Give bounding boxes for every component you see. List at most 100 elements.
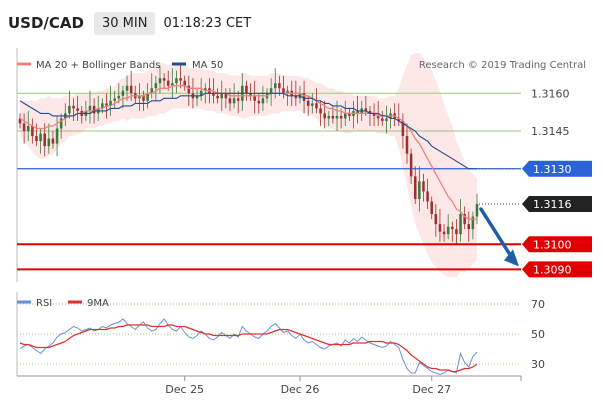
candle-body [315,103,318,109]
candle-body [199,90,203,96]
candle-body [51,138,55,144]
candle-body [76,108,79,111]
rsi-9ma-line [19,324,478,373]
candle-body [171,83,174,86]
timestamp-label: 01:18:23 CET [163,15,252,31]
candle-body [430,201,433,215]
moving-averages [19,85,477,220]
candle-body [455,229,458,235]
candle-body [343,113,347,119]
level-lines [17,92,521,271]
candle-body [261,98,265,104]
candle-body [356,110,359,114]
rsi-line [19,318,478,376]
candle-body [269,88,273,94]
candle-body [442,231,446,235]
candle-body [236,98,240,101]
candle-body [195,95,199,99]
candle-body [179,78,182,81]
candle-body [35,136,38,142]
candle-body [232,98,236,104]
candle-body [323,113,326,119]
candle-body [418,181,421,199]
candle-body [125,85,129,91]
candle-body [422,181,425,192]
candle-body [72,105,75,109]
candle-body [150,88,154,94]
level-label-last: 1.3116 [533,198,572,211]
rsi-tick-label: 50 [531,328,545,341]
forecast-arrow-head [504,249,519,267]
candle-body [228,98,232,104]
candle-body [105,103,108,106]
candle-body [294,95,298,99]
candle-body [166,80,170,86]
candle-body [154,83,158,89]
candle-body [319,108,322,114]
forecast-arrow-shaft [479,207,515,262]
candle-body [451,226,454,230]
chart-frame [16,48,522,381]
candle-body [129,85,133,94]
level-tag-support [522,236,592,253]
forecast-arrow [479,207,519,267]
candle-body [101,103,104,109]
candle-body [22,123,26,132]
candle-body [39,133,42,142]
candle-body [47,138,51,147]
level-label-resistance: 1.3160 [531,87,570,100]
candle-body [376,115,380,119]
candle-body [401,120,405,137]
rsi-panel: 70 50 30 [17,298,545,376]
candle-body [348,113,351,116]
candle-body [282,88,285,94]
timeframe-badge[interactable]: 30 MIN [93,11,156,35]
ma50-line [19,92,477,170]
candle-body [278,83,281,89]
legend-label-ma50: MA 50 [192,60,223,71]
candle-body [257,100,261,104]
candle-body [59,118,63,129]
candle-body [162,78,166,81]
candle-body [409,153,413,177]
candle-body [286,90,289,94]
x-tick-label: Dec 27 [412,383,451,396]
rsi-tick-label: 70 [531,298,545,311]
rsi-tick-label: 30 [531,358,545,371]
candle-body [88,105,92,111]
candle-body [175,78,178,84]
candle-body [426,191,429,202]
level-tag-last [522,196,592,212]
candle-body [31,126,34,137]
candle-body [368,110,372,114]
rsi-legend: RSI 9MA [17,298,109,309]
candle-body [55,128,59,144]
x-tick-label: Dec 25 [165,383,204,396]
candle-body [327,115,331,119]
candle-body [121,90,125,96]
level-labels: 1.3160 1.3145 1.3130 1.3116 1.3100 1.3090 [522,87,592,278]
level-tag-pivot [522,160,592,177]
candle-body [26,126,30,132]
candle-body [18,118,22,124]
candle-body [463,214,466,225]
candle-body [117,95,121,99]
candle-body [158,78,162,84]
candle-body [109,100,112,106]
candle-body [220,93,224,99]
candle-body [142,95,145,101]
candle-body [335,115,339,119]
symbol-label: USD/CAD [8,14,84,32]
candle-body [224,93,228,99]
candle-body [306,100,310,106]
candle-body [471,216,475,230]
candle-body [364,108,368,111]
candle-body [212,93,215,96]
level-label-pivot: 1.3130 [533,163,572,176]
candle-body [138,95,141,99]
candle-body [43,133,46,147]
candle-body [434,214,438,225]
candle-body [413,176,417,199]
